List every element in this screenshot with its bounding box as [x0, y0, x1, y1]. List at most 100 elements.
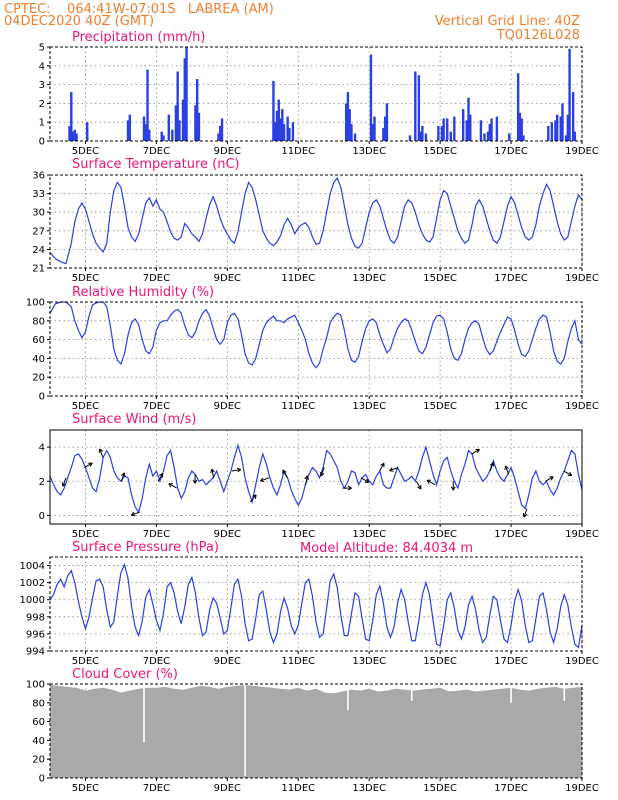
ytick-label: 1000	[20, 595, 45, 606]
panel-cloud: Cloud Cover (%) 0 20 40 60 80 100 5DEC 7DEC 9DEC 1…	[26, 667, 599, 794]
xtick-label: 9DEC	[214, 783, 241, 794]
precip-bar	[348, 109, 351, 141]
xtick-label: 17DEC	[494, 656, 528, 667]
panel-frame-rh	[49, 301, 583, 397]
header-run-time: 04DEC2020 40Z (GMT)	[4, 14, 154, 29]
wind-arrow-head	[260, 480, 265, 483]
precip-bar	[437, 125, 440, 141]
xtick-label: 7DEC	[143, 273, 170, 284]
wind-arrow-head	[304, 475, 308, 480]
ytick-label: 5	[39, 43, 45, 54]
wind-arrow-head	[98, 448, 101, 453]
precip-bar	[421, 125, 424, 141]
precip-bar	[571, 92, 575, 141]
ytick-label: 20	[32, 373, 45, 384]
wind-arrow	[415, 481, 422, 490]
precip-bar	[483, 133, 486, 141]
precip-bar	[148, 129, 151, 141]
precip-bar	[71, 131, 75, 141]
wind-arrow	[523, 508, 528, 518]
precip-bar	[346, 92, 350, 141]
panel-frame-precip	[49, 46, 583, 142]
wind-arrow-head	[505, 465, 509, 469]
precip-bar	[162, 135, 165, 141]
xtick-label: 15DEC	[423, 783, 457, 794]
precip-bar	[178, 120, 181, 141]
wind-arrow	[563, 470, 572, 476]
xtick-label: 5DEC	[72, 146, 99, 157]
ytick-label: 21	[32, 264, 45, 275]
precip-bar	[469, 114, 472, 141]
precip-bar	[160, 131, 163, 141]
precip-bar	[561, 103, 564, 141]
precip-bar	[126, 120, 130, 141]
precip-bar	[68, 125, 71, 141]
ytick-label: 30	[32, 208, 45, 219]
precip-bar	[282, 124, 286, 141]
panel-temp: Surface Temperature (nC) 21 24 27 30 33 36 5DEC…	[32, 157, 599, 284]
precip-bar	[197, 112, 201, 141]
panel-frame-wind	[49, 429, 583, 525]
wind-arrow-head	[417, 486, 422, 490]
ytick-label: 100	[26, 680, 45, 691]
wind-arrow-head	[504, 465, 507, 471]
precip-bar	[568, 48, 571, 141]
wind-arrow-head	[550, 476, 554, 481]
ytick-label: 0	[39, 392, 45, 403]
model-altitude: Model Altitude: 84.4034 m	[300, 541, 473, 556]
panels: Precipitation (mm/h) 0 1 2 3 4 5 5DEC 7DEC 9DEC 11…	[20, 30, 599, 794]
wind-arrow-head	[99, 448, 104, 452]
precip-bar	[128, 114, 131, 141]
ytick-label: 1004	[20, 561, 45, 572]
precip-bar	[288, 127, 291, 141]
precip-bar	[286, 116, 289, 141]
cloud-dip-3	[410, 684, 413, 701]
precip-bar	[167, 114, 171, 141]
precip-bar	[479, 120, 483, 141]
panel-title-precip: Precipitation (mm/h)	[72, 30, 205, 45]
precip-bar	[176, 71, 179, 141]
precip-bar	[279, 118, 282, 141]
xtick-label: 11DEC	[281, 273, 315, 284]
panel-title-rh: Relative Humidity (%)	[72, 285, 214, 300]
precip-bar	[508, 133, 511, 141]
xtick-label: 13DEC	[352, 656, 386, 667]
precip-bar	[518, 112, 522, 141]
xtick-label: 19DEC	[565, 401, 599, 412]
xtick-label: 15DEC	[423, 273, 457, 284]
wind-arrow-head	[366, 478, 370, 483]
ytick-label: 1	[39, 118, 45, 129]
xtick-label: 7DEC	[143, 529, 170, 540]
ytick-label: 20	[32, 755, 45, 766]
wind-arrow-head	[380, 462, 385, 466]
ytick-label: 4	[39, 443, 45, 454]
precip-bar	[185, 47, 188, 141]
wind-arrow-head	[569, 471, 573, 476]
precip-bar	[86, 122, 89, 141]
xtick-label: 17DEC	[494, 529, 528, 540]
precip-bar	[272, 80, 275, 141]
xtick-label: 19DEC	[565, 273, 599, 284]
precip-bar	[417, 75, 421, 141]
precip-bar	[465, 120, 468, 141]
xtick-label: 7DEC	[143, 656, 170, 667]
wind-arrow	[471, 448, 480, 455]
wind-arrow-head	[389, 470, 394, 472]
xtick-label: 13DEC	[352, 273, 386, 284]
ytick-label: 100	[26, 298, 45, 309]
wind-arrow-head	[282, 469, 287, 473]
panel-precip: Precipitation (mm/h) 0 1 2 3 4 5 5DEC 7DEC 9DEC 11…	[39, 30, 599, 157]
wind-arrow	[505, 465, 510, 475]
precip-bar	[547, 125, 550, 141]
xtick-label: 7DEC	[143, 783, 170, 794]
ytick-label: 0	[39, 774, 45, 785]
precip-bar	[446, 118, 449, 141]
precip-bar	[550, 122, 554, 141]
wind-arrow-head	[522, 513, 525, 518]
ytick-label: 996	[26, 629, 45, 640]
wind-arrow	[131, 511, 140, 516]
wind-arrow-head	[306, 475, 310, 480]
wind-arrow	[320, 467, 325, 477]
precip-bar	[573, 131, 577, 141]
